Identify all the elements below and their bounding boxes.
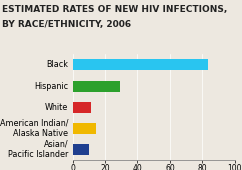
Bar	[73, 81, 120, 91]
Bar	[73, 123, 96, 134]
Bar	[73, 102, 91, 113]
Text: ESTIMATED RATES OF NEW HIV INFECTIONS,: ESTIMATED RATES OF NEW HIV INFECTIONS,	[2, 5, 228, 14]
Bar	[73, 59, 208, 70]
Text: BY RACE/ETHNICITY, 2006: BY RACE/ETHNICITY, 2006	[2, 20, 132, 29]
Bar	[73, 144, 89, 155]
